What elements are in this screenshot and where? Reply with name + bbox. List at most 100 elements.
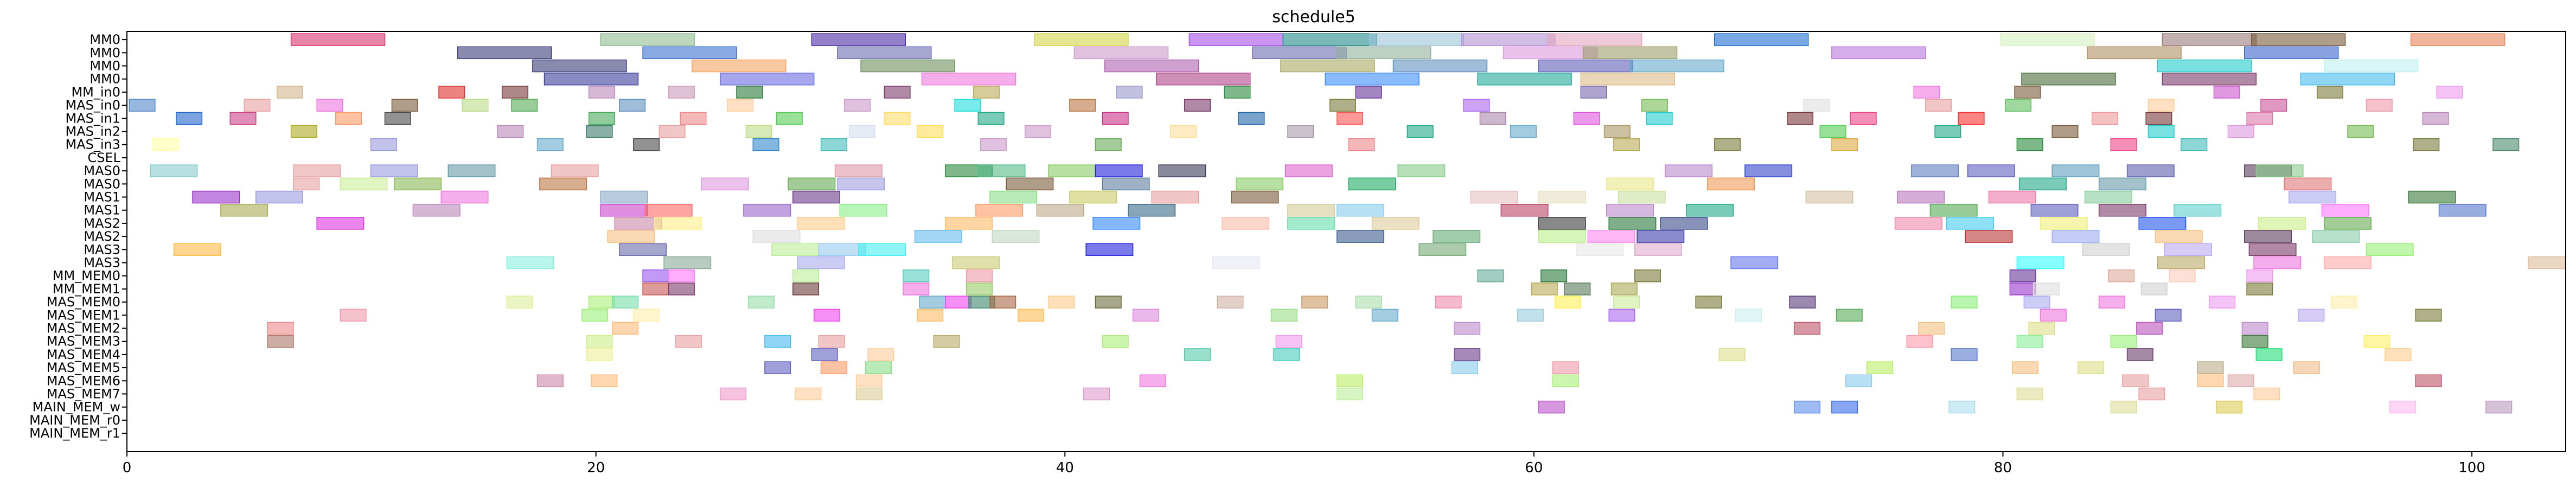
task-bar xyxy=(1024,125,1052,138)
task-bar xyxy=(1634,243,1682,256)
task-bar xyxy=(536,374,564,388)
task-bar xyxy=(2155,309,2182,322)
row-label: MAS_MEM7 xyxy=(47,387,120,402)
x-tick-label: 20 xyxy=(587,460,605,476)
task-bar xyxy=(633,309,660,322)
task-bar xyxy=(1805,190,1853,204)
task-bar xyxy=(1407,125,1434,138)
task-bar xyxy=(1139,374,1166,388)
task-bar xyxy=(820,361,847,374)
task-bar xyxy=(1603,125,1631,138)
row-label: MAS_MEM4 xyxy=(47,347,120,362)
task-bar xyxy=(1606,203,1654,217)
task-bar xyxy=(1392,59,1488,73)
task-bar xyxy=(1629,59,1724,73)
task-bar xyxy=(591,374,618,388)
task-bar xyxy=(1608,309,1635,322)
task-bar xyxy=(1552,361,1579,374)
task-bar xyxy=(633,138,660,151)
task-bar xyxy=(1371,309,1398,322)
task-bar xyxy=(1069,190,1117,204)
task-bar xyxy=(1085,243,1134,256)
task-bar xyxy=(1104,59,1199,73)
task-bar xyxy=(1348,138,1375,151)
task-bar xyxy=(244,99,271,112)
task-bar xyxy=(2012,361,2039,374)
task-bar xyxy=(2197,374,2224,388)
task-bar xyxy=(2018,177,2067,191)
task-bar xyxy=(612,322,639,335)
task-bar xyxy=(1911,164,1959,177)
task-bar xyxy=(860,59,955,73)
row-label: MAS0 xyxy=(84,176,120,191)
row-label: MM_in0 xyxy=(71,85,120,100)
task-bar xyxy=(1231,190,1279,204)
task-bar xyxy=(1224,86,1251,99)
task-bar xyxy=(220,203,269,217)
task-bar xyxy=(2246,269,2273,282)
task-bar xyxy=(2174,203,2222,217)
row-label: MAS_MEM6 xyxy=(47,373,120,388)
task-bar xyxy=(2169,269,2196,282)
task-bar xyxy=(1610,282,1638,296)
task-bar xyxy=(867,348,894,361)
task-bar xyxy=(1355,86,1382,99)
task-bar xyxy=(511,99,538,112)
task-bar xyxy=(2323,256,2372,269)
task-bar xyxy=(586,125,613,138)
task-bar xyxy=(2438,203,2486,217)
task-bar xyxy=(619,99,646,112)
task-bar xyxy=(1988,190,2036,204)
task-bar xyxy=(438,86,465,99)
row-label: MAS1 xyxy=(84,190,120,205)
task-bar xyxy=(1575,243,1623,256)
task-bar xyxy=(701,177,749,191)
task-bar xyxy=(462,99,489,112)
task-bar xyxy=(1831,138,1858,151)
task-bar xyxy=(1845,374,1872,388)
task-bar xyxy=(788,177,836,191)
task-bar xyxy=(440,190,489,204)
task-bar xyxy=(2422,112,2449,125)
task-bar xyxy=(1463,99,1490,112)
task-bar xyxy=(2213,86,2240,99)
row-label: MAS_in3 xyxy=(65,137,120,152)
task-bar xyxy=(1287,217,1335,230)
task-bar xyxy=(173,243,221,256)
task-bar xyxy=(917,125,944,138)
task-bar xyxy=(2147,125,2175,138)
task-bar xyxy=(1236,177,1284,191)
task-bar xyxy=(2243,230,2292,243)
task-bar xyxy=(412,203,461,217)
task-bar xyxy=(1695,296,1722,309)
task-bar xyxy=(391,99,418,112)
task-bar xyxy=(792,190,840,204)
task-bar xyxy=(1958,112,1985,125)
task-bar xyxy=(663,256,712,269)
task-bar xyxy=(2098,203,2146,217)
task-bar xyxy=(229,112,257,125)
task-bar xyxy=(1470,190,1518,204)
task-bar xyxy=(966,282,993,296)
task-bar xyxy=(2032,282,2060,296)
task-bar xyxy=(457,46,552,60)
task-bar xyxy=(1538,217,1586,230)
task-bar xyxy=(192,190,240,204)
task-bar xyxy=(1006,177,1054,191)
task-bar xyxy=(2528,256,2566,269)
row-label: MAS_in1 xyxy=(65,111,120,126)
task-bar xyxy=(1336,230,1384,243)
task-bar xyxy=(903,282,930,296)
task-bar xyxy=(1510,125,1537,138)
task-bar xyxy=(1582,46,1678,60)
task-bar xyxy=(255,190,303,204)
task-bar xyxy=(1355,296,1382,309)
row-label: MAS_MEM1 xyxy=(47,307,120,323)
task-bar xyxy=(1951,348,1978,361)
row-label: CSEL xyxy=(87,150,120,165)
task-bar xyxy=(1336,203,1384,217)
row-label: MAS_in0 xyxy=(65,98,120,113)
task-bar xyxy=(1641,99,1669,112)
task-bar xyxy=(1637,230,1685,243)
